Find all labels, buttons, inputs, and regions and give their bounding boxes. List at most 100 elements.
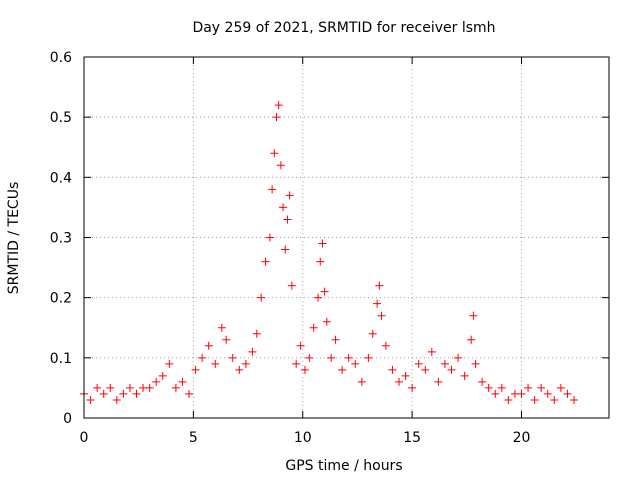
data-point	[530, 395, 539, 404]
data-point	[357, 377, 366, 386]
data-point	[467, 335, 476, 344]
data-point	[252, 329, 261, 338]
data-point	[314, 293, 323, 302]
data-point	[285, 191, 294, 200]
data-point	[257, 293, 266, 302]
data-point	[563, 389, 572, 398]
y-tick-label: 0.4	[50, 170, 72, 186]
data-point	[401, 371, 410, 380]
y-tick-label: 0	[63, 411, 72, 427]
data-point	[283, 215, 292, 224]
data-point	[414, 359, 423, 368]
axis-ticks: 0 5 10 15 20 0 0.1 0.2 0.3 0.4 0.5 0.6	[50, 50, 609, 446]
data-point	[421, 365, 430, 374]
data-point	[497, 383, 506, 392]
data-point	[272, 113, 281, 122]
plot-frame	[83, 56, 610, 419]
data-point	[316, 257, 325, 266]
data-point	[320, 287, 329, 296]
data-point	[427, 347, 436, 356]
data-point	[375, 281, 384, 290]
data-point	[331, 335, 340, 344]
data-point	[440, 359, 449, 368]
data-point	[570, 395, 578, 404]
data-point	[408, 383, 417, 392]
data-point	[469, 311, 478, 320]
chart-title: Day 259 of 2021, SRMTID for receiver lsm…	[192, 20, 495, 36]
data-point	[322, 317, 331, 326]
data-point	[327, 353, 336, 362]
x-axis-label: GPS time / hours	[285, 458, 402, 474]
data-point	[171, 383, 180, 392]
data-point	[112, 395, 121, 404]
x-tick-label: 15	[403, 430, 421, 446]
x-tick-label: 5	[189, 430, 198, 446]
data-point	[191, 365, 200, 374]
data-point	[217, 323, 226, 332]
data-point	[373, 299, 382, 308]
data-point	[274, 101, 283, 110]
data-point	[524, 383, 533, 392]
data-point	[228, 353, 237, 362]
data-point	[517, 389, 526, 398]
data-point	[309, 323, 318, 332]
x-tick-label: 20	[513, 430, 531, 446]
y-tick-label: 0.6	[50, 50, 72, 66]
data-point	[305, 353, 314, 362]
data-point	[235, 365, 244, 374]
data-point	[484, 383, 493, 392]
data-point	[178, 377, 187, 386]
data-point	[550, 395, 559, 404]
data-point	[491, 389, 500, 398]
data-point	[471, 359, 480, 368]
data-point	[222, 335, 231, 344]
data-point	[338, 365, 347, 374]
data-point	[93, 383, 102, 392]
data-point	[270, 149, 279, 158]
data-point	[86, 395, 95, 404]
data-point	[388, 365, 397, 374]
data-point	[204, 341, 213, 350]
data-point	[454, 353, 463, 362]
data-point	[364, 353, 373, 362]
data-points	[80, 101, 578, 404]
data-point	[158, 371, 167, 380]
data-point	[125, 383, 134, 392]
data-point	[99, 389, 108, 398]
data-point	[265, 233, 274, 242]
data-point	[287, 281, 296, 290]
data-point	[368, 329, 377, 338]
y-tick-label: 0.3	[50, 231, 72, 247]
x-tick-label: 0	[80, 430, 89, 446]
data-point	[119, 389, 128, 398]
data-point	[268, 185, 277, 194]
data-point	[211, 359, 220, 368]
y-axis-label: SRMTID / TECUs	[6, 182, 22, 295]
y-tick-label: 0.5	[50, 110, 72, 126]
data-point	[145, 383, 154, 392]
data-point	[292, 359, 301, 368]
data-point	[504, 395, 513, 404]
data-point	[281, 245, 290, 254]
data-point	[434, 377, 443, 386]
data-point	[185, 389, 193, 398]
data-point	[381, 341, 390, 350]
data-point	[351, 359, 360, 368]
data-point	[279, 203, 288, 212]
data-point	[537, 383, 546, 392]
data-point	[132, 389, 141, 398]
data-point	[241, 359, 250, 368]
y-tick-label: 0.2	[50, 291, 72, 307]
data-point	[106, 383, 115, 392]
gridlines	[84, 57, 609, 418]
x-tick-label: 10	[294, 430, 312, 446]
data-point	[198, 353, 207, 362]
data-point	[478, 377, 487, 386]
data-point	[296, 341, 305, 350]
data-point	[395, 377, 403, 386]
data-point	[344, 353, 353, 362]
data-point	[543, 389, 552, 398]
data-point	[261, 257, 270, 266]
